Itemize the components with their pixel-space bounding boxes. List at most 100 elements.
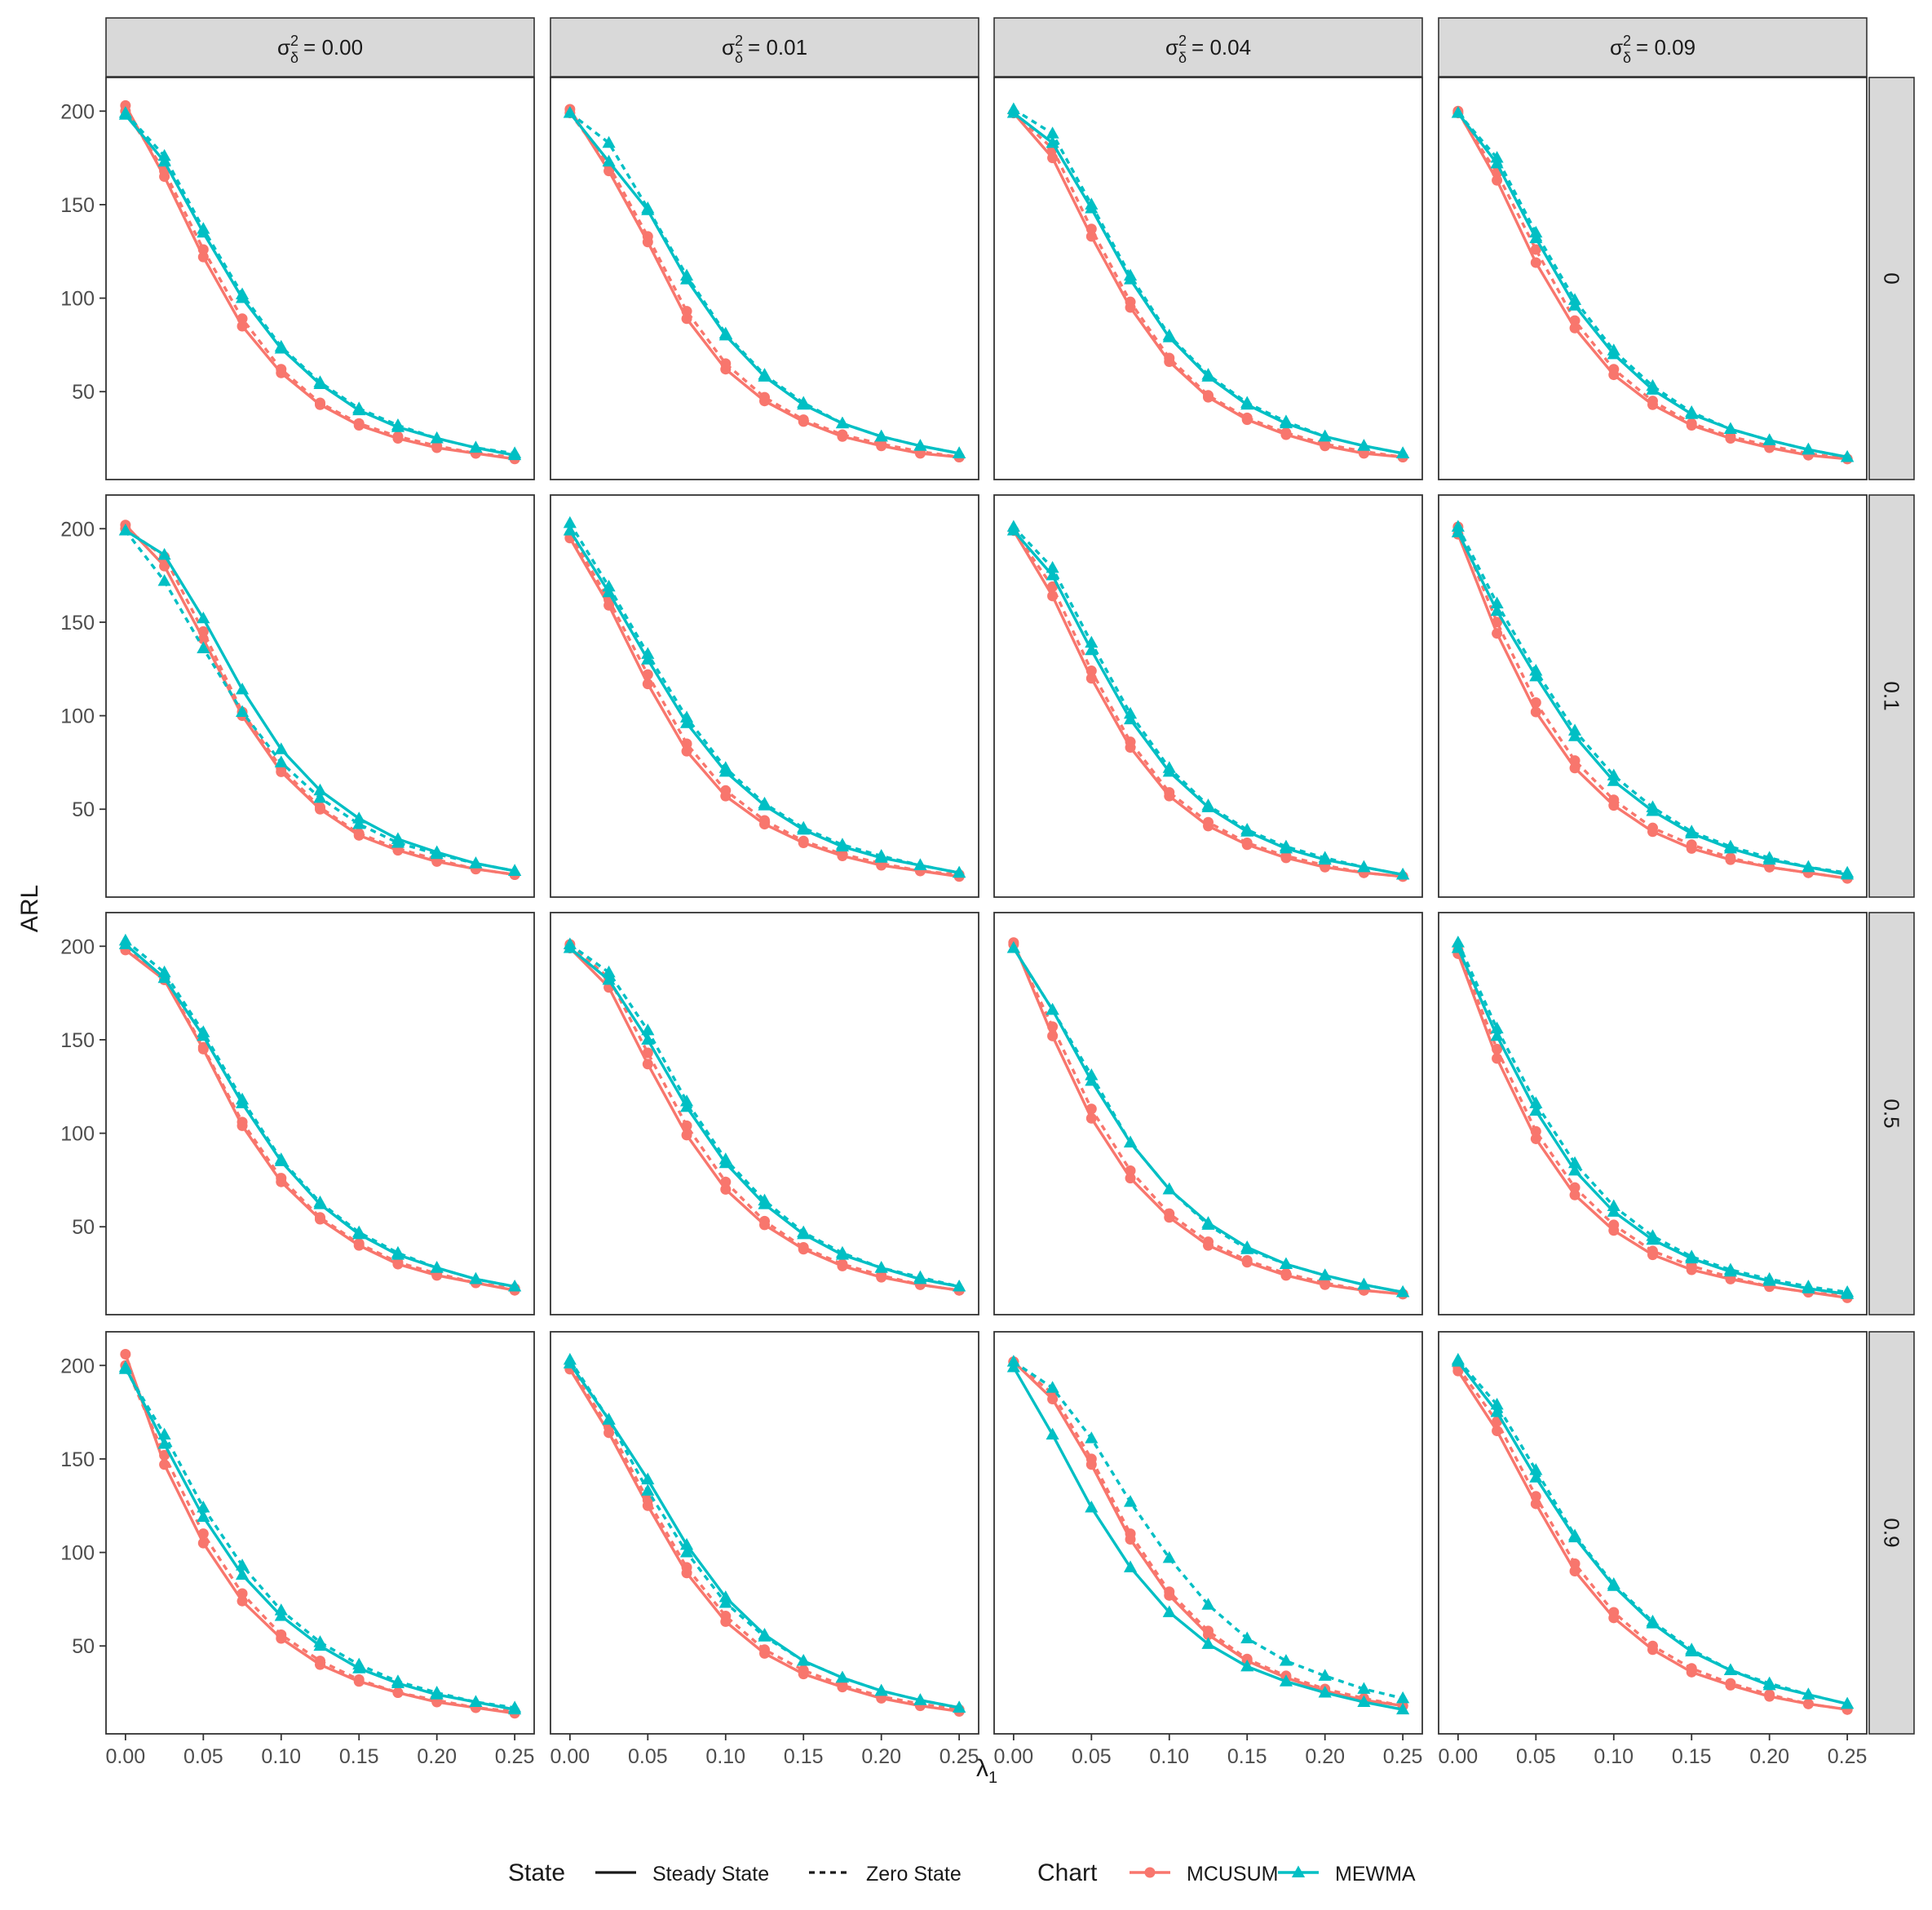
data-point	[1492, 1426, 1503, 1437]
data-point	[1201, 1637, 1215, 1649]
data-point	[642, 231, 653, 242]
series-mewma-zero	[1006, 102, 1410, 458]
series-line	[124, 1368, 515, 1709]
legend-mcusum-label: MCUSUM	[1187, 1863, 1279, 1886]
panel-border	[1438, 1331, 1868, 1735]
data-point	[1841, 865, 1855, 878]
data-point	[197, 611, 210, 624]
data-point	[913, 1693, 927, 1705]
panel-border	[550, 1331, 979, 1735]
data-point	[720, 785, 732, 796]
data-point	[1802, 1698, 1814, 1709]
data-point	[274, 1152, 288, 1165]
col-strip-bg	[550, 17, 979, 77]
data-point	[602, 154, 616, 167]
data-point	[913, 1270, 927, 1283]
data-point	[1201, 1598, 1215, 1610]
data-point	[681, 306, 692, 317]
data-point	[1357, 1682, 1371, 1694]
data-point	[641, 201, 655, 214]
data-point	[508, 864, 522, 876]
data-point	[1085, 1501, 1099, 1513]
data-point	[1762, 1676, 1776, 1689]
panel-border	[1438, 494, 1868, 898]
data-point	[469, 1271, 483, 1284]
data-point	[118, 933, 132, 946]
x-tick-label: 0.15	[1227, 1745, 1267, 1768]
panel-border	[993, 77, 1423, 480]
data-point	[1567, 1528, 1582, 1541]
y-tick-label: 100	[60, 1123, 95, 1146]
data-point	[1125, 1528, 1136, 1540]
panel-border	[993, 912, 1423, 1315]
data-point	[759, 1644, 770, 1656]
data-point	[1608, 794, 1620, 806]
data-point	[235, 1559, 250, 1571]
data-point	[798, 1241, 809, 1253]
data-point	[1529, 664, 1543, 676]
x-tick-label: 0.10	[1149, 1745, 1189, 1768]
data-point	[1530, 706, 1541, 718]
x-tick-label: 0.20	[417, 1745, 457, 1768]
data-point	[720, 1183, 732, 1195]
data-point	[679, 268, 694, 281]
panel-bg	[994, 1332, 1422, 1734]
data-point	[681, 738, 692, 749]
data-point	[1279, 1674, 1293, 1687]
data-point	[1318, 851, 1332, 863]
data-point	[1492, 617, 1503, 628]
series-mewma-steady	[1006, 1360, 1410, 1715]
data-point	[276, 1629, 287, 1640]
data-point	[602, 973, 616, 985]
panel-border	[993, 494, 1423, 898]
data-point	[1279, 839, 1293, 852]
data-point	[1203, 1236, 1214, 1248]
y-tick-label: 50	[72, 1635, 95, 1658]
data-point	[274, 742, 288, 754]
x-tick-label: 0.25	[939, 1745, 979, 1768]
x-tick-label: 0.05	[183, 1745, 223, 1768]
data-point	[237, 1588, 248, 1599]
data-point	[563, 106, 577, 118]
data-point	[1685, 1643, 1699, 1655]
data-point	[1085, 1431, 1099, 1444]
legend-steady-label: Steady State	[652, 1863, 769, 1886]
series-mcusum-zero	[120, 105, 520, 462]
data-point	[1125, 296, 1136, 307]
row-strip-bg	[1868, 77, 1915, 480]
data-point	[313, 375, 327, 387]
data-point	[1608, 1219, 1620, 1231]
data-point	[1686, 839, 1697, 851]
facet-panels	[105, 77, 1868, 1735]
data-point	[1451, 1352, 1465, 1365]
series-line	[1012, 108, 1404, 455]
data-point	[1085, 643, 1099, 656]
data-point	[720, 358, 732, 369]
data-point	[157, 547, 171, 560]
data-point	[1396, 867, 1410, 880]
data-point	[315, 1656, 325, 1667]
data-point	[1725, 852, 1736, 864]
data-point	[1530, 1491, 1541, 1502]
data-point	[1569, 763, 1581, 774]
data-point	[759, 391, 770, 403]
data-point	[1085, 635, 1099, 648]
x-tick-label: 0.00	[550, 1745, 590, 1768]
data-point	[1686, 418, 1697, 429]
data-point	[1240, 1659, 1254, 1672]
data-point	[1490, 596, 1504, 608]
col-strip-label: σ2 δ = 0.04	[1165, 33, 1251, 66]
data-point	[1569, 1182, 1581, 1193]
data-point	[430, 1686, 444, 1698]
x-tick-label: 0.05	[1072, 1745, 1112, 1768]
data-point	[430, 431, 444, 444]
data-point	[1203, 1625, 1214, 1637]
data-point	[237, 1595, 248, 1607]
row-strip-label: 0.1	[1880, 681, 1904, 710]
data-point	[1569, 755, 1581, 767]
data-point	[835, 416, 850, 429]
panel-border	[105, 912, 535, 1315]
data-point	[1529, 1470, 1543, 1483]
